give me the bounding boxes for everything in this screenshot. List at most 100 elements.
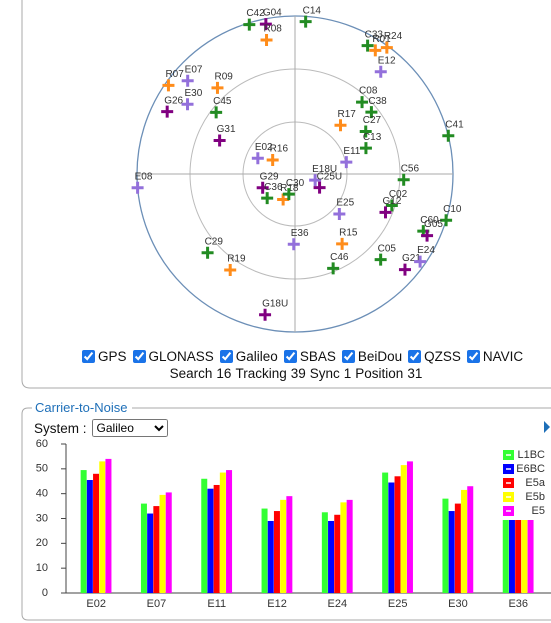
satellite-label: C42 <box>246 8 265 19</box>
bar <box>400 465 407 593</box>
bar <box>340 502 347 593</box>
bar <box>346 499 353 593</box>
filter[interactable]: BeiDou <box>341 349 403 364</box>
status: Search 16 Tracking 39 Sync 1 Position 31 <box>22 366 551 381</box>
satellite: R24 <box>380 31 403 54</box>
system-select[interactable]: Galileo <box>91 419 168 437</box>
satellite: E24 <box>414 245 435 268</box>
satellite-marker <box>397 173 410 186</box>
satellite: C27 <box>359 115 382 138</box>
bar <box>153 506 160 593</box>
status-value: 1 <box>343 366 352 381</box>
satellite: C42 <box>243 8 265 31</box>
y-tick-label: 0 <box>42 587 48 599</box>
filter[interactable]: QZSS <box>408 349 461 364</box>
satellite-marker <box>224 264 237 277</box>
filters: GPS GLONASS Galileo SBAS BeiDou QZSS NAVIC <box>82 349 523 364</box>
satellite-label: G12 <box>382 196 401 207</box>
satellite-label: R09 <box>214 72 233 83</box>
section-title: Carrier-to-Noise <box>34 400 129 415</box>
filter[interactable]: GPS <box>82 349 127 364</box>
bar <box>280 499 287 593</box>
legend-label: L1BC <box>517 449 545 461</box>
checkbox[interactable] <box>466 350 480 363</box>
bar <box>394 476 401 593</box>
satellite-marker <box>369 44 382 57</box>
satellite-label: G26 <box>164 95 183 106</box>
filter[interactable]: Galileo <box>219 349 278 364</box>
bar <box>105 458 112 593</box>
label: System : <box>34 420 87 436</box>
y-tick-label: 60 <box>36 438 48 450</box>
satellite-marker <box>261 192 274 205</box>
y-tick-label: 40 <box>36 488 48 500</box>
bar <box>147 513 154 593</box>
satellite-label: R17 <box>337 109 356 120</box>
filter-label: BeiDou <box>357 349 403 364</box>
satellite-marker <box>260 34 273 47</box>
arrow <box>544 421 550 433</box>
x-tick-label: E24 <box>328 598 348 610</box>
filter-label: GPS <box>98 349 127 364</box>
filter[interactable]: NAVIC <box>466 349 524 364</box>
system-selector: System : Galileo <box>34 419 168 437</box>
y-tick-label: 30 <box>36 512 48 524</box>
satellite-marker <box>356 96 369 109</box>
satellite-marker <box>340 156 353 169</box>
satellite: C33 <box>361 29 384 52</box>
satellite-marker <box>181 98 194 111</box>
satellite-marker <box>211 81 224 94</box>
satellite-marker <box>181 74 194 87</box>
checkbox[interactable] <box>132 350 146 363</box>
satellite-label: C25U <box>317 171 343 182</box>
satellite-marker <box>359 125 372 138</box>
satellite: G18U <box>259 298 288 321</box>
satellite-label: G04 <box>263 8 282 19</box>
satellite-label: E36 <box>291 228 309 239</box>
bar <box>286 496 293 593</box>
satellite-label: C36 <box>264 182 283 193</box>
satellite: C25U <box>313 171 343 194</box>
satellite-marker <box>287 238 300 251</box>
satellite-marker <box>282 188 295 201</box>
satellite: C29 <box>201 236 224 259</box>
bar <box>273 511 280 593</box>
satellite-label: G05 <box>424 219 443 230</box>
satellite: R17 <box>334 109 356 132</box>
satellite: C14 <box>299 5 321 28</box>
satellite: E30 <box>181 88 203 111</box>
checkbox[interactable] <box>341 350 355 363</box>
bar <box>448 511 455 593</box>
satellite: G29 <box>256 171 279 194</box>
satellite-label: G31 <box>217 124 236 135</box>
satellite-label: E07 <box>185 64 203 75</box>
satellite: E25 <box>333 198 355 220</box>
filter-label: NAVIC <box>482 349 524 364</box>
satellite: R16 <box>266 144 288 167</box>
satellite-marker <box>243 18 256 31</box>
legend-label: E5a <box>525 477 545 489</box>
satellite-label: C33 <box>365 29 384 40</box>
bar <box>93 473 100 593</box>
checkbox[interactable] <box>219 350 233 363</box>
satellite-marker <box>259 18 272 31</box>
satellite: E02 <box>251 142 273 165</box>
bar <box>515 481 522 593</box>
checkbox[interactable] <box>283 350 297 363</box>
filter[interactable]: GLONASS <box>132 349 214 364</box>
satellite-marker <box>336 237 349 250</box>
bar <box>321 512 328 593</box>
bar <box>454 503 461 593</box>
status-value: 39 <box>290 366 306 381</box>
checkbox[interactable] <box>408 350 422 363</box>
checkbox[interactable] <box>82 350 95 363</box>
satellite: E12 <box>374 55 396 78</box>
satellite-label: R08 <box>264 24 283 35</box>
satellite-marker <box>313 181 326 194</box>
filter[interactable]: SBAS <box>283 349 336 364</box>
satellite-label: R19 <box>227 254 246 265</box>
satellite-label: C29 <box>205 236 224 247</box>
bar <box>159 494 166 593</box>
satellite: R08 <box>260 24 283 47</box>
legend-label: E5b <box>525 491 545 503</box>
